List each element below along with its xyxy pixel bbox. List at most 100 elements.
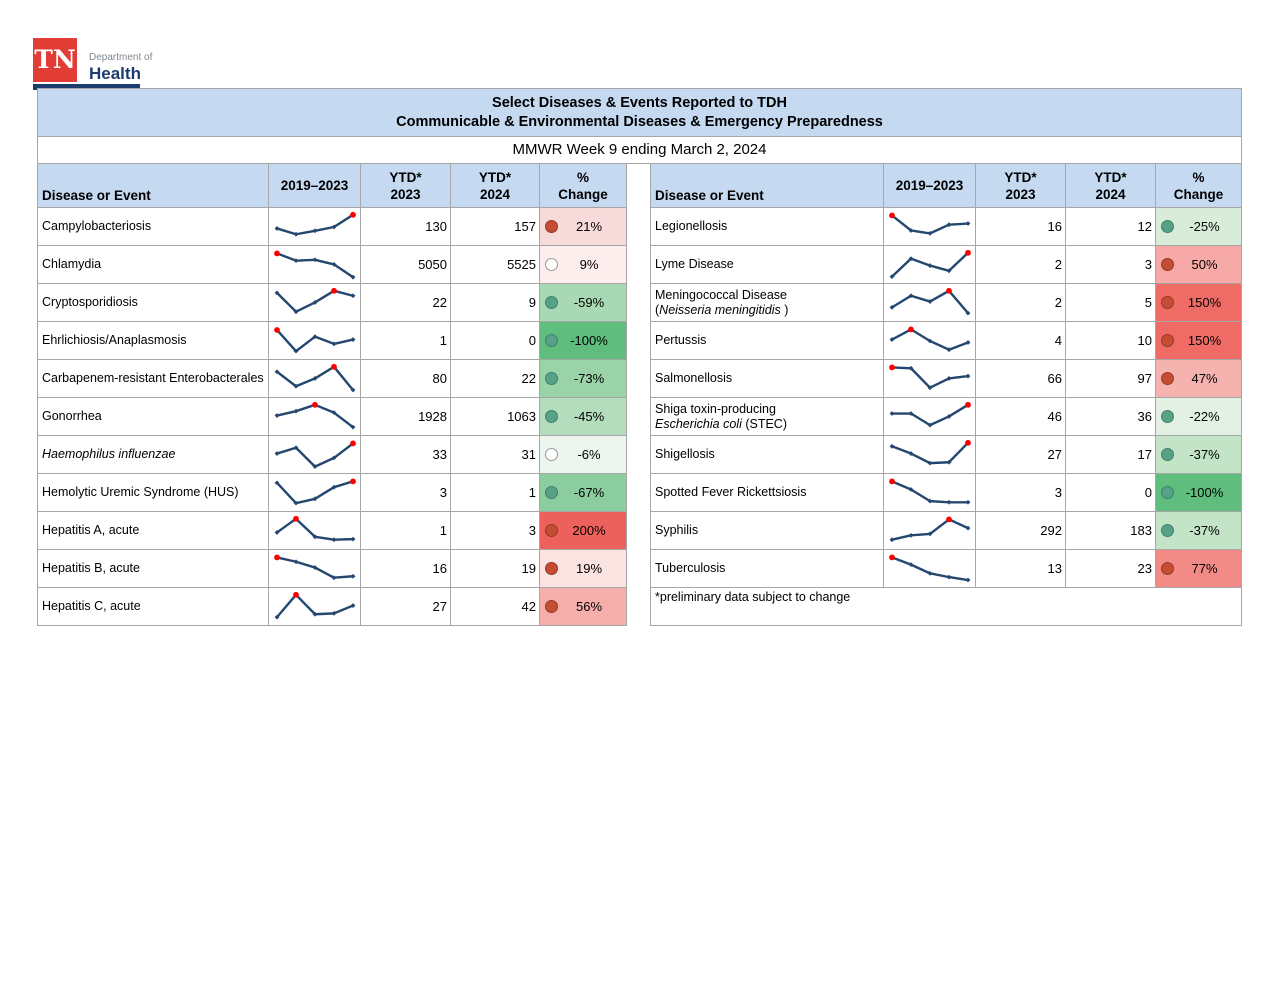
table-row: Hepatitis B, acute 16 19 19% bbox=[37, 549, 627, 588]
ytd-2024-cell: 10 bbox=[1065, 321, 1156, 360]
disease-name-text: Spotted Fever Rickettsiosis bbox=[655, 485, 807, 500]
peak-marker-icon bbox=[888, 364, 895, 370]
disease-name-cell: Hepatitis B, acute bbox=[37, 549, 269, 588]
data-point-marker bbox=[293, 348, 298, 354]
disease-name-cell: Chlamydia bbox=[37, 245, 269, 284]
increase-indicator-icon bbox=[545, 562, 558, 575]
data-point-marker bbox=[312, 533, 317, 539]
ytd-2023-cell: 46 bbox=[975, 397, 1066, 436]
trend-sparkline-cell bbox=[268, 473, 361, 512]
table-row: Hepatitis C, acute 27 42 56% bbox=[37, 587, 627, 626]
data-point-marker bbox=[350, 292, 355, 298]
ytd-2024-cell: 1063 bbox=[450, 397, 540, 436]
data-point-marker bbox=[274, 479, 279, 485]
pct-change-value: 50% bbox=[1191, 257, 1218, 272]
disease-table-left: Disease or Event 2019–2023 YTD* 2023 YTD… bbox=[37, 163, 627, 626]
increase-indicator-icon bbox=[545, 524, 558, 537]
trend-sparkline-chart bbox=[888, 364, 970, 390]
table-row: Spotted Fever Rickettsiosis 3 0 -100% bbox=[650, 473, 1242, 512]
data-point-marker bbox=[908, 486, 913, 492]
ytd-2023-cell: 5050 bbox=[360, 245, 451, 284]
table-row: Lyme Disease 2 3 50% bbox=[650, 245, 1242, 284]
disease-name-text: Cryptosporidiosis bbox=[42, 295, 138, 310]
disease-name-cell: Shiga toxin-producing Escherichia coli (S… bbox=[650, 397, 884, 436]
trend-sparkline-cell bbox=[268, 435, 361, 474]
trend-sparkline-chart bbox=[889, 287, 970, 316]
disease-name-cell: Carbapenem-resistant Enterobacterales bbox=[37, 359, 269, 398]
table-row: Pertussis 4 10 150% bbox=[650, 321, 1242, 360]
data-point-marker bbox=[927, 498, 932, 504]
pct-change-content: -59% bbox=[541, 285, 626, 321]
data-point-marker bbox=[908, 410, 913, 416]
data-point-marker bbox=[927, 531, 932, 536]
report-title-line2: Communicable & Environmental Diseases & … bbox=[396, 114, 883, 130]
peak-marker-icon bbox=[888, 478, 895, 484]
disease-name-text: (STEC) bbox=[741, 416, 787, 431]
ytd-2023-cell: 66 bbox=[975, 359, 1066, 398]
col-header-ytd-2024: YTD* 2024 bbox=[1065, 163, 1156, 208]
ytd-2024-cell: 0 bbox=[450, 321, 540, 360]
trend-sparkline-chart bbox=[274, 363, 355, 392]
peak-marker-icon bbox=[888, 212, 895, 218]
pct-change-cell: 200% bbox=[539, 511, 627, 550]
trend-sparkline-chart bbox=[889, 516, 970, 542]
disease-name-cell: Spotted Fever Rickettsiosis bbox=[650, 473, 884, 512]
data-point-marker bbox=[274, 412, 279, 418]
disease-name-cell: Cryptosporidiosis bbox=[37, 283, 269, 322]
increase-indicator-icon bbox=[1161, 296, 1174, 309]
data-point-marker bbox=[274, 529, 279, 535]
mmwr-week-subtitle: MMWR Week 9 ending March 2, 2024 bbox=[37, 137, 1242, 164]
disease-name-cell: Meningococcal Disease (Neisseria meningit… bbox=[650, 283, 884, 322]
ytd-2024-cell: 5525 bbox=[450, 245, 540, 284]
trend-sparkline-cell bbox=[883, 511, 976, 550]
report-body: Select Diseases & Events Reported to TDH… bbox=[37, 88, 1242, 626]
pct-change-cell: -22% bbox=[1155, 397, 1242, 436]
ytd-2024-cell: 97 bbox=[1065, 359, 1156, 398]
ytd-2023-cell: 2 bbox=[975, 283, 1066, 322]
pct-change-cell: 150% bbox=[1155, 321, 1242, 360]
trend-sparkline-cell bbox=[268, 207, 361, 246]
pct-change-value: 19% bbox=[575, 561, 603, 576]
ytd-2023-cell: 33 bbox=[360, 435, 451, 474]
ytd-2023-cell: 80 bbox=[360, 359, 451, 398]
header-row: Disease or Event 2019–2023 YTD* 2023 YTD… bbox=[37, 163, 627, 208]
disease-name-text: Ehrlichiosis/Anaplasmosis bbox=[42, 333, 187, 348]
peak-marker-icon bbox=[292, 591, 299, 598]
trend-sparkline-cell bbox=[883, 473, 976, 512]
data-point-marker bbox=[331, 409, 336, 415]
ytd-2023-cell: 292 bbox=[975, 511, 1066, 550]
trend-sparkline-cell bbox=[268, 321, 361, 360]
pct-change-cell: -45% bbox=[539, 397, 627, 436]
data-point-marker bbox=[889, 273, 894, 279]
peak-marker-icon bbox=[945, 287, 952, 294]
trend-sparkline-chart bbox=[274, 401, 355, 430]
trend-sparkline-cell bbox=[268, 511, 361, 550]
pct-change-content: -73% bbox=[541, 361, 626, 397]
data-point-marker bbox=[927, 298, 932, 304]
pct-change-value: 9% bbox=[579, 257, 599, 272]
tdh-logo: TN Department of Health bbox=[33, 38, 183, 93]
data-point-marker bbox=[312, 463, 317, 469]
trend-sparkline-chart bbox=[273, 554, 355, 580]
data-point-marker bbox=[331, 455, 336, 460]
ytd-2024-cell: 1 bbox=[450, 473, 540, 512]
ytd-2024-cell: 19 bbox=[450, 549, 540, 588]
peak-marker-icon bbox=[273, 250, 280, 256]
peak-marker-icon bbox=[349, 211, 356, 218]
col-header-ytd-2024: YTD* 2024 bbox=[450, 163, 540, 208]
ytd-2024-cell: 22 bbox=[450, 359, 540, 398]
trend-sparkline-chart bbox=[274, 287, 355, 314]
data-point-marker bbox=[965, 577, 970, 582]
trend-sparkline-chart bbox=[888, 478, 970, 505]
data-point-marker bbox=[965, 499, 970, 505]
peak-marker-icon bbox=[964, 401, 971, 408]
data-point-marker bbox=[293, 500, 298, 506]
pct-change-cell: 56% bbox=[539, 587, 627, 626]
pct-change-value: -100% bbox=[1185, 485, 1224, 500]
disease-name-cell: Lyme Disease bbox=[650, 245, 884, 284]
disease-name-text: Hemolytic Uremic Syndrome (HUS) bbox=[42, 485, 239, 500]
data-point-marker bbox=[350, 573, 355, 579]
pct-change-value: -100% bbox=[570, 333, 608, 348]
data-point-marker bbox=[889, 410, 894, 416]
data-point-marker bbox=[946, 267, 951, 273]
